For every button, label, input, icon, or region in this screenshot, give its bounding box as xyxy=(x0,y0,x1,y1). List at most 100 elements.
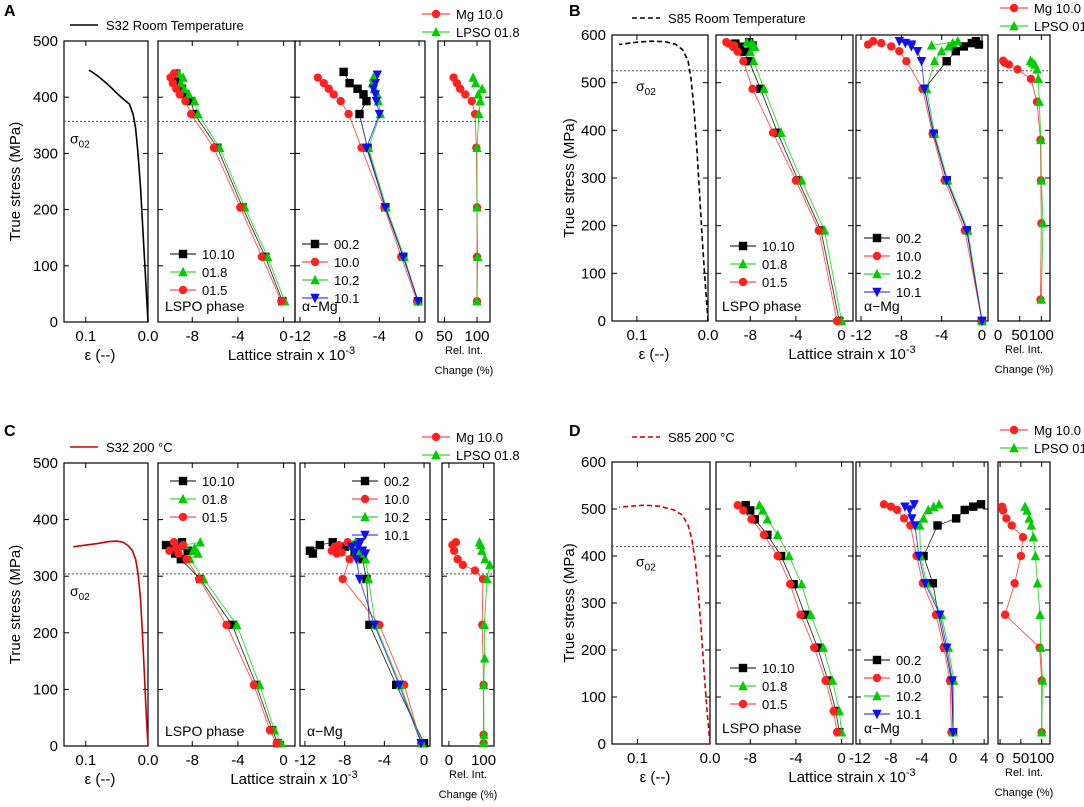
series-line xyxy=(867,40,983,322)
data-point xyxy=(228,620,237,630)
data-point xyxy=(832,316,842,326)
curve-legend: S85 200 °C xyxy=(632,430,735,445)
data-point xyxy=(1002,514,1011,523)
x-tick-label: 0.1 xyxy=(75,328,96,345)
lpso-legend: 10.10 01.8 01.5 xyxy=(730,239,795,290)
x-tick-label: 0 xyxy=(994,327,1002,344)
data-point xyxy=(468,72,478,82)
legend-label: 01.5 xyxy=(202,283,227,298)
x-tick-label: -8 xyxy=(186,752,199,769)
series-line xyxy=(352,541,423,744)
data-point xyxy=(974,40,984,49)
series-line xyxy=(169,541,278,744)
data-point xyxy=(178,72,188,82)
panel-letter: B xyxy=(569,3,581,20)
data-point xyxy=(951,47,960,56)
legend-marker xyxy=(1009,3,1019,13)
legend-label: Mg 10.0 xyxy=(1034,423,1081,438)
series-line xyxy=(331,541,422,744)
data-point xyxy=(900,502,910,512)
y-tick-label: 500 xyxy=(33,455,58,472)
data-point xyxy=(178,540,188,550)
y-tick-label: 200 xyxy=(33,625,58,642)
legend-marker xyxy=(872,251,882,261)
data-point xyxy=(920,579,930,589)
data-point xyxy=(997,502,1007,511)
data-point xyxy=(1026,520,1036,530)
legend-label: 00.2 xyxy=(896,231,921,246)
legend-label: 10.2 xyxy=(896,267,921,282)
legend-marker xyxy=(431,449,441,460)
data-point xyxy=(272,738,281,748)
series-10-2 xyxy=(347,537,427,748)
subplot-strain: 0.1 0.0 0 100 200 300 400 500 600 σ02 ε (--) xyxy=(581,27,718,363)
curve-title: S85 200 °C xyxy=(668,430,735,445)
data-point xyxy=(193,108,203,119)
x-tick-label: -4 xyxy=(373,328,386,345)
legend-marker xyxy=(178,249,188,259)
legend-label: 10.2 xyxy=(384,510,409,525)
data-point xyxy=(346,542,357,552)
x-tick-label: 100 xyxy=(464,328,489,345)
x-tick-label: -8 xyxy=(186,328,199,345)
x-tick-label: 100 xyxy=(1029,750,1054,767)
legend-label: 10.0 xyxy=(896,671,921,686)
legend-label: 10.10 xyxy=(762,661,795,676)
legend-label: 01.5 xyxy=(762,275,787,290)
data-point xyxy=(1036,642,1046,652)
data-point xyxy=(336,96,345,106)
data-point xyxy=(413,297,423,307)
data-point xyxy=(928,579,938,588)
legend-marker xyxy=(360,511,370,522)
series-line xyxy=(317,77,418,302)
rel-change-title: Change (%) xyxy=(439,789,498,801)
x-tick-label: 100 xyxy=(1029,327,1054,344)
data-point xyxy=(184,89,194,99)
data-point xyxy=(358,555,367,564)
data-point xyxy=(360,549,371,559)
rel-legend: Mg 10.0 LPSO 01.8 xyxy=(422,430,520,463)
subplot-strain: 0.1 0.0 0 100 200 300 400 500 600 σ02 ε (--) xyxy=(581,454,720,786)
data-point xyxy=(926,40,937,50)
data-point xyxy=(756,84,765,94)
data-point xyxy=(916,57,927,67)
data-point xyxy=(359,90,368,99)
plot-frame xyxy=(299,462,431,747)
data-point xyxy=(1024,513,1034,523)
data-point xyxy=(914,520,925,530)
legend-label: 10.1 xyxy=(384,528,409,543)
data-point xyxy=(363,573,374,584)
data-point xyxy=(772,529,783,540)
data-point xyxy=(740,47,749,56)
data-point xyxy=(977,316,987,327)
data-point xyxy=(879,500,889,509)
subplot-strain: 0.1 0.0 0 100 200 300 400 500 σ02 ε (--) xyxy=(33,33,158,364)
x-tick-label: 0 xyxy=(445,752,453,769)
data-point xyxy=(895,47,904,56)
plot-frame xyxy=(437,40,491,323)
series-line xyxy=(478,542,491,744)
data-point xyxy=(773,551,782,561)
x-tick-label: -4 xyxy=(378,752,391,769)
data-point xyxy=(941,176,952,186)
y-tick-label: 0 xyxy=(598,313,606,330)
rel-int-title: Rel. Int. xyxy=(449,769,487,781)
y-tick-label: 600 xyxy=(581,454,606,471)
data-point xyxy=(892,505,902,515)
data-point xyxy=(332,549,341,558)
series-line xyxy=(924,40,983,322)
series-01-5 xyxy=(733,501,842,737)
data-point xyxy=(324,84,333,93)
legend-marker xyxy=(310,293,320,304)
data-point xyxy=(796,610,805,619)
y-tick-label: 200 xyxy=(581,218,606,235)
data-point xyxy=(1013,65,1022,74)
data-point xyxy=(800,610,810,619)
legend-label: LPSO 01.8 xyxy=(456,25,520,40)
data-point xyxy=(194,574,204,584)
data-point xyxy=(951,514,961,523)
rel-change-title: Change (%) xyxy=(995,364,1054,376)
data-point xyxy=(1030,550,1041,561)
